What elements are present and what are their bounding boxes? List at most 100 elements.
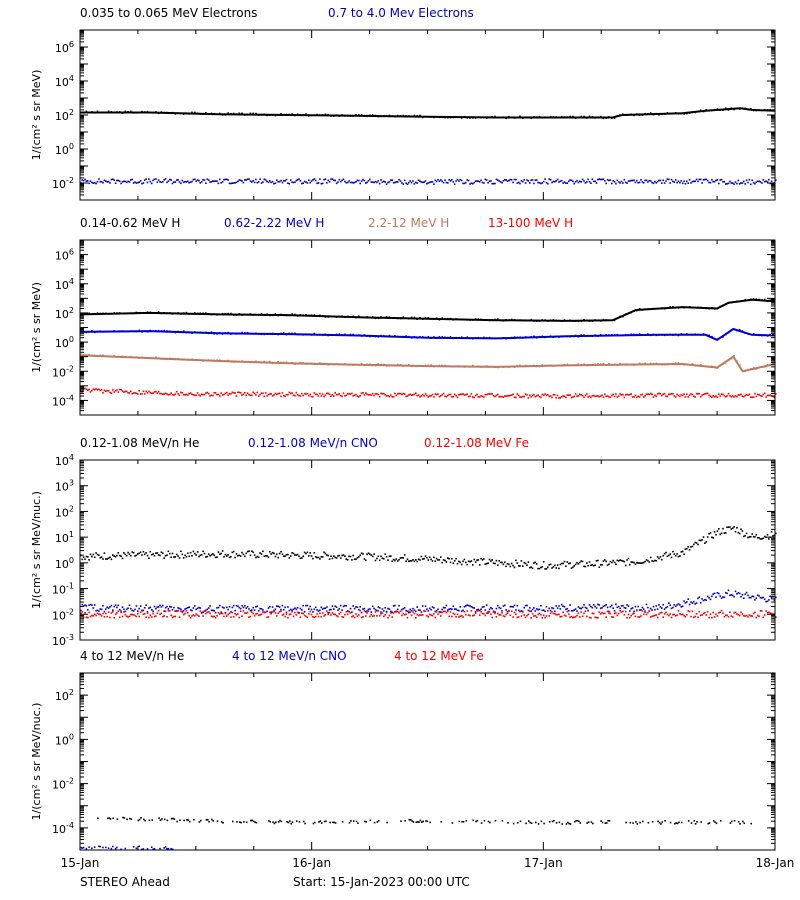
data-point (112, 817, 114, 820)
data-point (125, 181, 128, 184)
data-point (196, 112, 199, 115)
data-point (287, 606, 289, 608)
data-point (241, 180, 243, 182)
data-point (652, 605, 655, 608)
data-point (152, 357, 154, 359)
data-point (599, 333, 602, 336)
data-point (249, 554, 252, 557)
data-point (314, 606, 317, 609)
data-point (463, 611, 466, 613)
data-point (761, 395, 763, 397)
data-point (260, 553, 263, 555)
data-point (733, 819, 736, 822)
data-point (513, 611, 516, 614)
data-point (166, 847, 168, 850)
data-point (435, 393, 438, 396)
data-point (679, 181, 681, 184)
data-point (249, 313, 252, 315)
data-point (691, 180, 694, 183)
data-point (260, 361, 263, 364)
data-point (641, 606, 644, 609)
data-point (403, 607, 406, 609)
data-point (572, 610, 574, 612)
data-point (107, 313, 110, 315)
data-point (295, 820, 298, 822)
data-point (387, 394, 389, 397)
data-point (652, 362, 655, 365)
data-point (592, 604, 595, 606)
data-point (153, 391, 156, 393)
data-point (251, 181, 253, 183)
data-point (690, 601, 692, 603)
data-point (388, 316, 391, 318)
data-point (363, 607, 366, 610)
data-point (118, 312, 121, 314)
data-point (194, 605, 196, 607)
data-point (366, 181, 368, 184)
data-point (96, 180, 99, 183)
data-point (605, 395, 607, 398)
data-point (576, 610, 578, 612)
data-point (252, 314, 254, 316)
data-point (358, 614, 360, 616)
data-point (572, 320, 574, 322)
data-point (420, 395, 423, 397)
data-point (442, 392, 445, 395)
data-point (162, 181, 164, 183)
data-point (599, 564, 602, 566)
data-point (292, 394, 295, 396)
data-point (205, 331, 207, 334)
data-point (619, 607, 621, 610)
data-point (421, 393, 424, 396)
data-point (81, 558, 83, 561)
data-point (174, 358, 177, 360)
data-point (148, 819, 151, 822)
data-point (549, 116, 552, 118)
data-point (527, 609, 530, 612)
data-point (249, 394, 252, 397)
data-point (420, 611, 423, 613)
data-point (526, 179, 528, 181)
data-point (388, 365, 391, 367)
data-point (221, 333, 224, 335)
data-point (296, 333, 299, 336)
data-point (339, 611, 342, 614)
data-point (276, 553, 278, 556)
data-point (289, 392, 292, 395)
data-point (617, 612, 620, 615)
data-point (463, 337, 466, 340)
data-point (344, 363, 346, 365)
data-point (729, 822, 732, 824)
data-point (560, 115, 563, 118)
data-point (736, 360, 738, 362)
data-point (349, 607, 352, 610)
data-point (295, 614, 298, 616)
data-point (132, 182, 135, 184)
data-point (595, 607, 598, 609)
data-point (676, 822, 679, 825)
data-point (316, 113, 318, 116)
data-point (271, 314, 274, 317)
legend-label: 0.035 to 0.065 MeV Electrons (80, 6, 257, 20)
data-point (362, 178, 364, 181)
data-point (578, 820, 580, 823)
data-point (99, 111, 102, 114)
data-point (704, 598, 706, 601)
data-point (734, 395, 737, 397)
data-point (352, 395, 354, 397)
data-point (159, 392, 161, 395)
data-point (400, 820, 402, 822)
data-point (256, 612, 259, 615)
data-point (423, 609, 425, 612)
data-point (277, 333, 279, 336)
data-point (100, 180, 103, 183)
data-point (266, 313, 268, 316)
data-point (253, 609, 256, 611)
data-point (680, 613, 683, 616)
data-point (708, 307, 710, 310)
data-point (441, 561, 443, 564)
data-point (657, 820, 659, 823)
data-point (392, 612, 395, 614)
data-point (551, 181, 553, 184)
data-point (481, 559, 484, 561)
